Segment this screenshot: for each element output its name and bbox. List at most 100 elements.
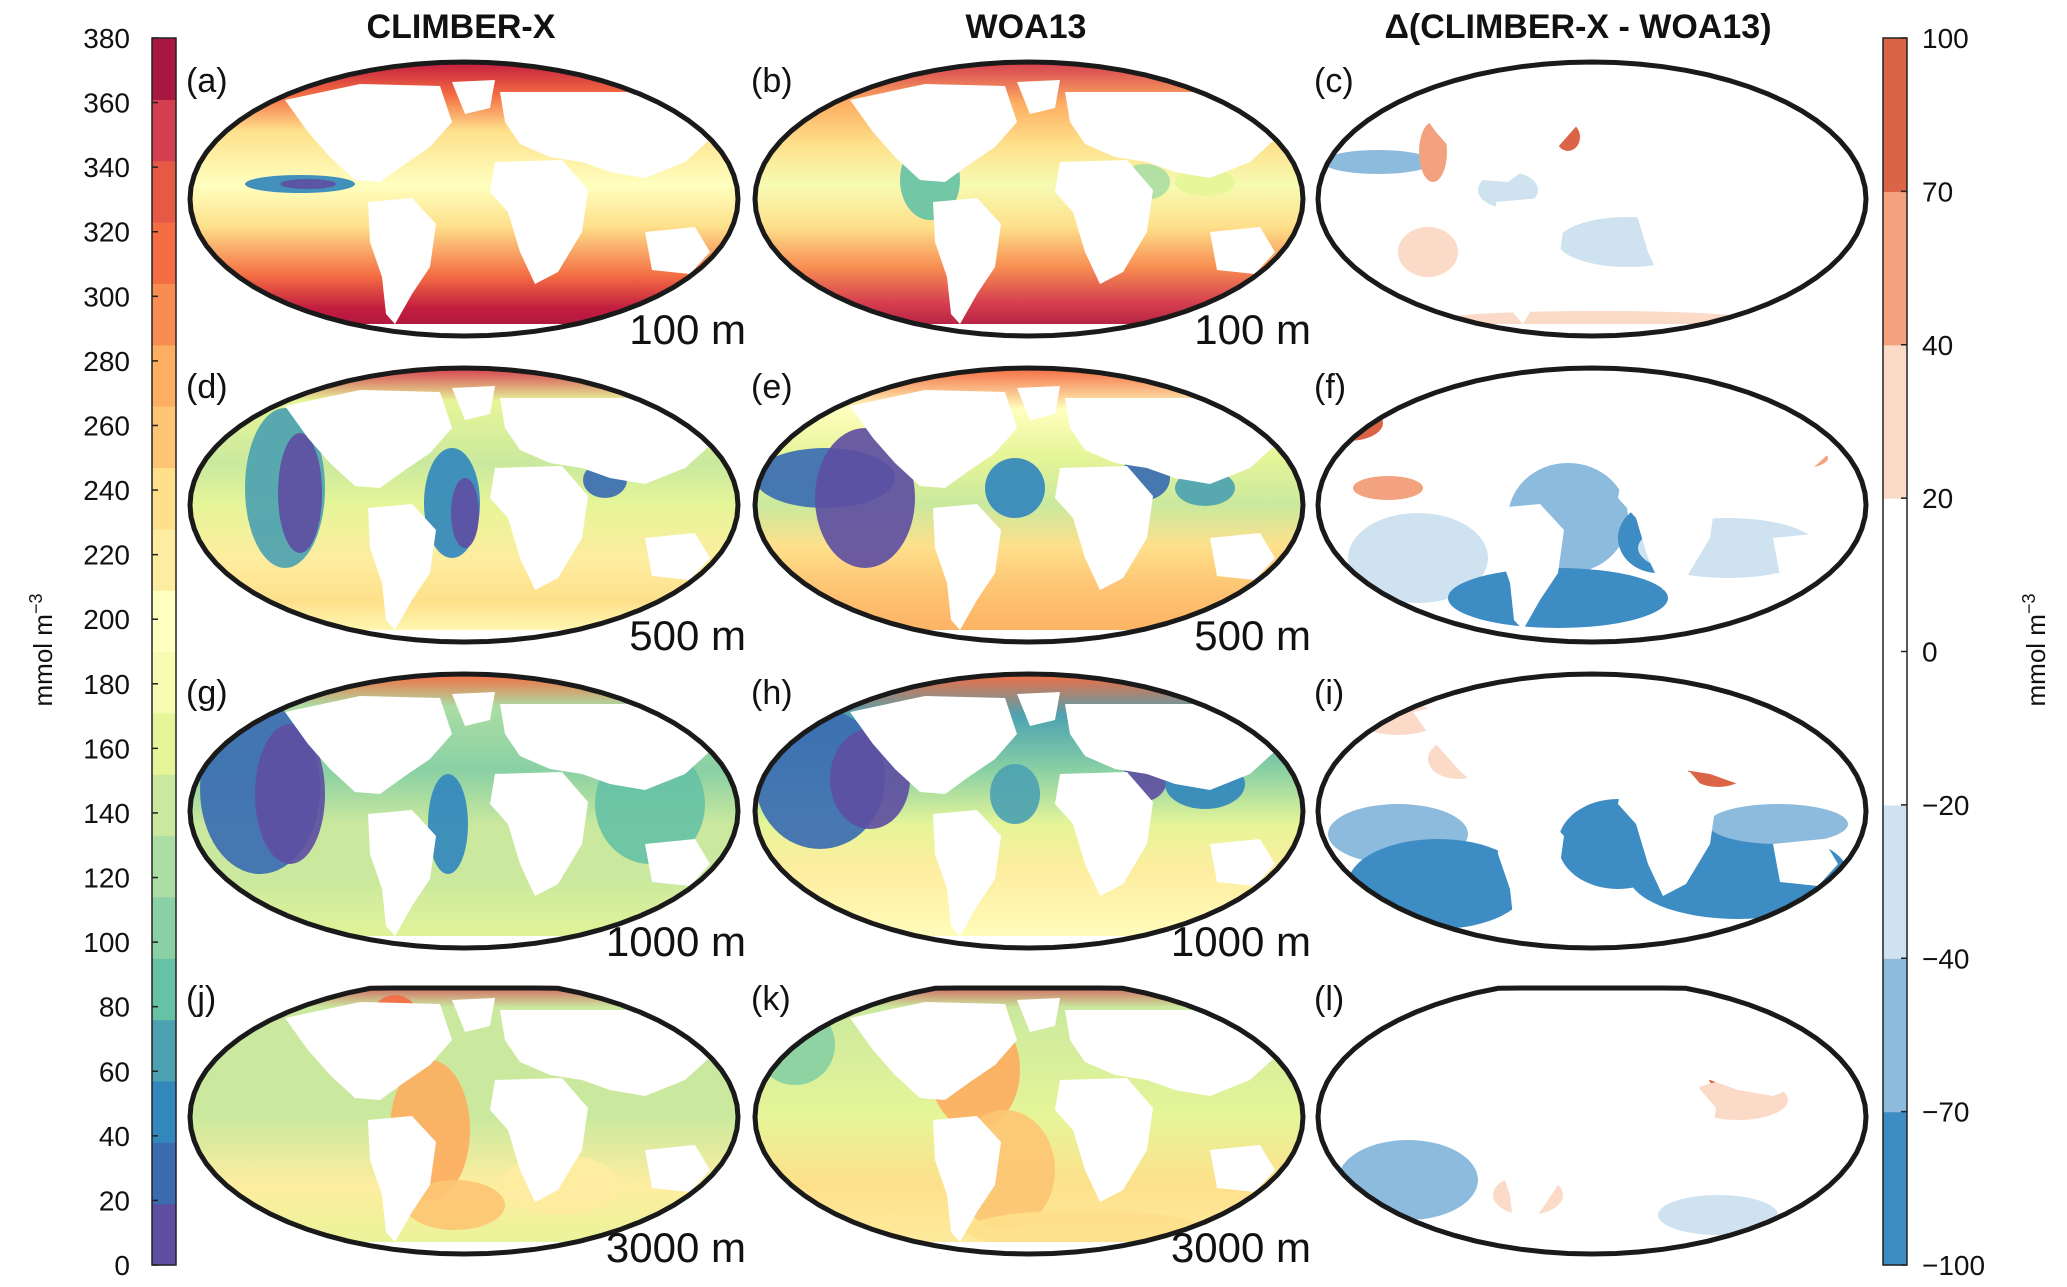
- land-mask: [1413, 696, 1580, 794]
- field-region: [255, 724, 325, 864]
- colorbar-left-tick-label: 180: [83, 669, 130, 700]
- land-mask: [368, 810, 436, 936]
- map-outline: [1315, 365, 1869, 645]
- land-mask: [452, 80, 495, 114]
- land-mask: [1017, 386, 1060, 420]
- panel-label: (c): [1314, 62, 1354, 100]
- land-mask: [1773, 533, 1838, 580]
- land-mask: [645, 1145, 710, 1192]
- land-mask: [645, 533, 710, 580]
- land-mask: [1055, 466, 1153, 590]
- colorbar-right-tick-label: 70: [1922, 176, 1953, 207]
- map-panel-j: (j) 3000 m: [186, 980, 746, 1271]
- map-outline: [752, 671, 1306, 951]
- map-outline: [752, 985, 1306, 1257]
- colorbar-left-band: [152, 1203, 176, 1266]
- map-outline: [1315, 59, 1869, 339]
- land-mask: [490, 160, 588, 284]
- colorbar-left-band: [152, 528, 176, 591]
- field-region: [815, 428, 915, 568]
- land-mask: [933, 198, 1001, 324]
- land-mask: [1065, 704, 1283, 790]
- land-mask: [1210, 227, 1275, 274]
- land-mask: [1580, 692, 1623, 726]
- map-panel-g: (g) 1000 m: [186, 671, 746, 965]
- land-mask: [1618, 160, 1716, 284]
- colorbar-left-tick-label: 40: [99, 1121, 130, 1152]
- colorbar-left-band: [152, 38, 176, 100]
- depth-label: 3000 m: [1171, 1224, 1311, 1271]
- difference-region: [1348, 513, 1488, 603]
- difference-region: [1338, 1140, 1478, 1220]
- difference-region: [1478, 172, 1538, 208]
- map-outline: [187, 671, 741, 951]
- colorbar-left-band: [152, 283, 176, 346]
- colorbar-left-band: [152, 344, 176, 407]
- panel-label: (h): [751, 674, 793, 712]
- map-panel-f: (f): [1314, 365, 1869, 645]
- land-mask: [1773, 1145, 1838, 1192]
- panel-label: (l): [1314, 980, 1344, 1018]
- colorbar-left-band: [152, 651, 176, 714]
- colorbar-right-band: [1883, 38, 1907, 192]
- map-panel-c: (c): [1314, 59, 1869, 339]
- colorbar-left-tick-label: 360: [83, 88, 130, 119]
- land-mask: [1628, 1010, 1846, 1096]
- land-mask: [1628, 704, 1846, 790]
- column-title-difference: Δ(CLIMBER-X - WOA13): [1384, 8, 1771, 46]
- panel-label: (i): [1314, 674, 1344, 712]
- land-mask: [285, 696, 452, 794]
- depth-label: 1000 m: [1171, 918, 1311, 965]
- colorbar-right-band: [1883, 651, 1907, 806]
- land-mask: [1210, 1145, 1275, 1192]
- map-panel-h: (h) 1000 m: [751, 671, 1311, 965]
- depth-label: 100 m: [629, 306, 746, 353]
- land-mask: [1618, 1078, 1716, 1202]
- field-region: [405, 1180, 505, 1230]
- colorbar-left: [151, 37, 177, 1266]
- land-mask: [850, 84, 1017, 182]
- map-outline: [752, 365, 1306, 645]
- colorbar-left-band: [152, 99, 176, 162]
- colorbar-left-tick-label: 300: [83, 281, 130, 312]
- land-mask: [1496, 504, 1564, 630]
- land-mask: [1055, 1078, 1153, 1202]
- colorbar-left-tick-label: 80: [99, 992, 130, 1023]
- colorbar-left-band: [152, 406, 176, 469]
- land-mask: [1065, 398, 1283, 484]
- colorbar-left-tick-label: 380: [83, 23, 130, 54]
- column-title-woa13: WOA13: [966, 8, 1087, 46]
- field-region: [280, 179, 336, 189]
- land-mask: [1628, 398, 1846, 484]
- land-mask: [285, 390, 452, 488]
- colorbar-left-tick-label: 340: [83, 152, 130, 183]
- panel-label: (e): [751, 368, 793, 406]
- land-mask: [933, 504, 1001, 630]
- colorbar-left-tick-label: 280: [83, 346, 130, 377]
- colorbar-left-band: [152, 590, 176, 653]
- difference-region: [1419, 122, 1447, 182]
- map-panel-b: (b) 100 m: [751, 59, 1311, 353]
- map-panel-i: (i): [1314, 671, 1869, 951]
- map-panel-d: (d) 500 m: [186, 365, 746, 659]
- depth-label: 500 m: [1194, 612, 1311, 659]
- colorbar-left-tick-label: 220: [83, 540, 130, 571]
- land-mask: [1413, 1002, 1580, 1100]
- colorbar-left-band: [152, 1019, 176, 1082]
- map-panel-a: (a) 100 m: [186, 59, 746, 353]
- land-mask: [1017, 998, 1060, 1032]
- land-mask: [368, 504, 436, 630]
- colorbar-right-tick-label: 0: [1922, 637, 1938, 668]
- colorbar-right-band: [1883, 344, 1907, 499]
- difference-region: [1448, 568, 1668, 628]
- land-mask: [1496, 198, 1564, 324]
- land-mask: [490, 772, 588, 896]
- map-outline: [1315, 985, 1869, 1257]
- field-region: [278, 433, 322, 553]
- land-mask: [1618, 466, 1716, 590]
- depth-label: 100 m: [1194, 306, 1311, 353]
- colorbar-right-label: mmol m−3: [2019, 594, 2051, 707]
- colorbar-left-tick-label: 20: [99, 1185, 130, 1216]
- difference-region: [1398, 227, 1458, 277]
